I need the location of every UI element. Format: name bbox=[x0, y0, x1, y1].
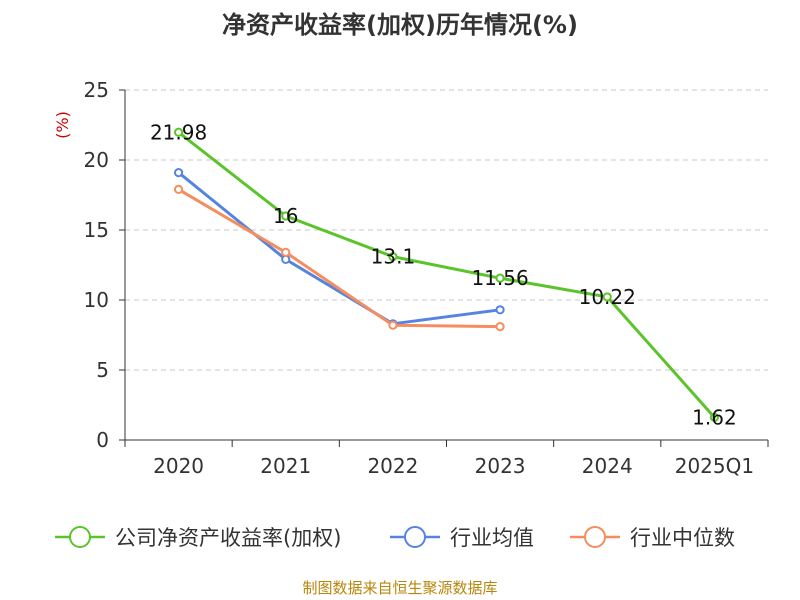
legend-marker bbox=[404, 526, 426, 548]
y-tick-label: 20 bbox=[84, 148, 109, 172]
y-tick-label: 0 bbox=[96, 428, 109, 452]
legend-marker bbox=[69, 526, 91, 548]
grid bbox=[125, 89, 768, 371]
data-point-0 bbox=[602, 292, 612, 302]
x-tick-label: 2020 bbox=[153, 454, 204, 478]
data-label: 21.98 bbox=[150, 120, 207, 144]
data-label: 16 bbox=[273, 204, 298, 228]
data-label: 13.1 bbox=[371, 245, 416, 269]
series-layer bbox=[173, 127, 720, 422]
x-tick-label: 2021 bbox=[260, 454, 311, 478]
data-point-1 bbox=[173, 168, 184, 178]
data-point-0 bbox=[495, 273, 505, 283]
y-tick-label: 5 bbox=[96, 358, 109, 382]
data-point-2 bbox=[495, 322, 505, 332]
y-tick-label: 15 bbox=[84, 218, 109, 242]
data-label: 11.56 bbox=[471, 266, 528, 290]
chart-title: 净资产收益率(加权)历年情况(%) bbox=[222, 11, 578, 39]
x-tick-label: 2024 bbox=[582, 454, 633, 478]
x-tick-label: 2025Q1 bbox=[675, 454, 754, 478]
data-point-2 bbox=[173, 184, 184, 194]
legend-marker bbox=[584, 526, 606, 548]
series-line-1 bbox=[177, 171, 501, 326]
legend-label: 行业均值 bbox=[450, 526, 534, 550]
data-point-0 bbox=[281, 211, 291, 221]
data-point-1 bbox=[495, 305, 505, 315]
x-tick-label: 2023 bbox=[475, 454, 526, 478]
data-label: 10.22 bbox=[579, 285, 636, 309]
data-labels: 21.98 16 13.1 11.56 10.22 1.62 bbox=[150, 120, 737, 429]
y-tick-label: 25 bbox=[84, 78, 109, 102]
legend: 公司净资产收益率(加权) 行业均值 行业中位数 bbox=[55, 526, 735, 550]
data-point-0 bbox=[173, 127, 184, 137]
y-tick-label: 10 bbox=[84, 288, 109, 312]
source-note: 制图数据来自恒生聚源数据库 bbox=[302, 579, 497, 597]
data-point-2 bbox=[388, 320, 398, 330]
x-tick-label: 2022 bbox=[367, 454, 418, 478]
series-line-0 bbox=[177, 131, 716, 419]
y-axis-label: (%) bbox=[53, 111, 72, 139]
legend-label: 行业中位数 bbox=[630, 526, 735, 550]
data-point-0 bbox=[388, 252, 398, 262]
legend-label: 公司净资产收益率(加权) bbox=[115, 526, 341, 550]
axes: 0 5 10 15 20 25 2020 2021 2022 2023 2024 2025Q1 bbox=[84, 78, 769, 478]
data-label: 1.62 bbox=[692, 405, 737, 429]
data-point-0 bbox=[709, 412, 720, 422]
series-line-2 bbox=[177, 188, 501, 329]
data-point-2 bbox=[281, 247, 291, 257]
